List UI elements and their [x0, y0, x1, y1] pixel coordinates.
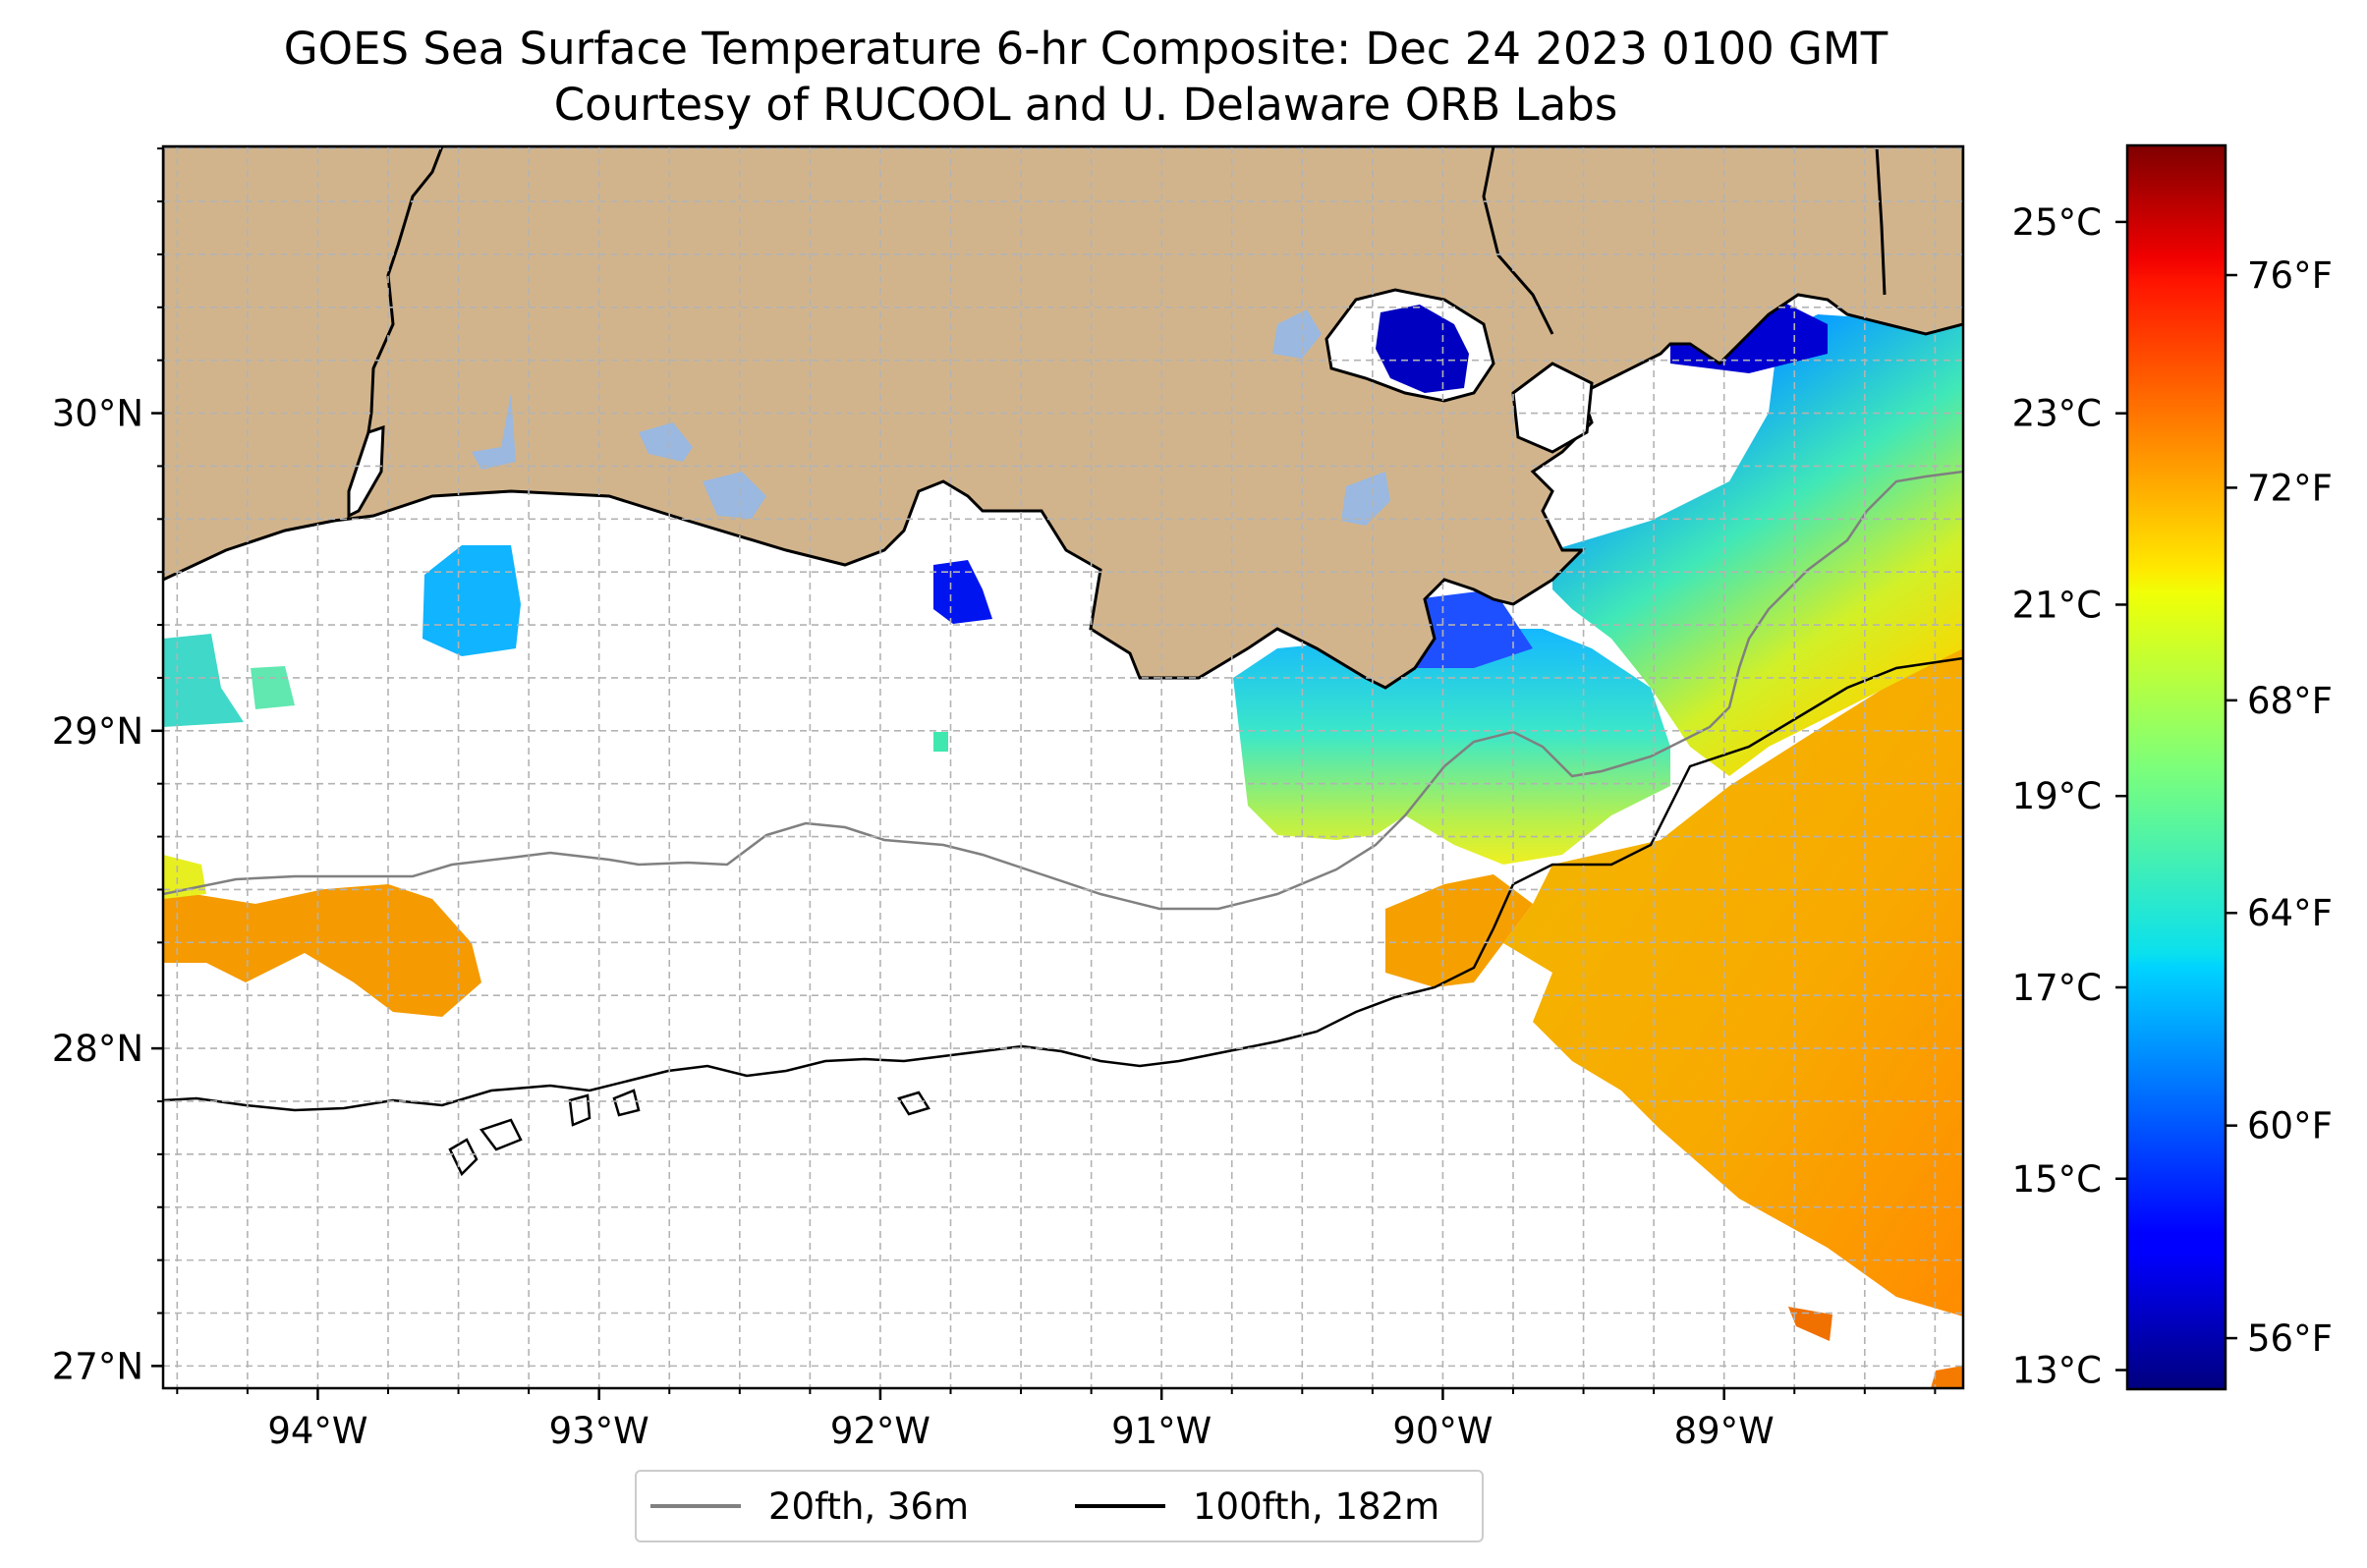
- lake-inland-5: [1341, 472, 1390, 526]
- gridlines: [163, 146, 1963, 1388]
- isobath-20fth: [163, 470, 1963, 911]
- lon-tick-label: 89°W: [1674, 1410, 1775, 1452]
- legend-label-20fth: 20fth, 36m: [768, 1484, 970, 1528]
- lat-tick-label: 27°N: [52, 1345, 143, 1387]
- state-border-ms-al: [1875, 146, 1887, 296]
- sst-patch-barataria: [1415, 589, 1533, 668]
- lake-inland-1: [472, 393, 516, 470]
- fahrenheit-tick-label: 68°F: [2247, 680, 2333, 722]
- celsius-tick-label: 15°C: [2012, 1158, 2102, 1201]
- lake-borgne-water: [1511, 362, 1594, 454]
- lake-inland-2: [639, 422, 693, 462]
- map-panel: [163, 146, 1963, 1388]
- lat-tick-label: 30°N: [52, 393, 143, 435]
- state-border-east: [1482, 146, 1554, 335]
- legend-line-gray: [650, 1504, 741, 1508]
- sst-patch-vermilion: [933, 560, 992, 624]
- shelf-feature-4: [612, 1089, 641, 1117]
- lake-inland-3: [703, 472, 766, 519]
- sst-patch-southwest-orange: [163, 884, 481, 1017]
- sst-patch-coastal: [1233, 629, 1670, 865]
- lon-tick-label: 91°W: [1111, 1410, 1212, 1452]
- sst-patch-west-cyan: [423, 545, 521, 656]
- fahrenheit-tick-label: 60°F: [2247, 1105, 2333, 1148]
- lake-pontchartrain-sst: [1376, 305, 1469, 393]
- sst-patch-delta-orange: [1385, 874, 1533, 987]
- shelf-feature-3: [568, 1093, 592, 1127]
- lon-tick-label: 92°W: [830, 1410, 930, 1452]
- lat-tick-label: 29°N: [52, 710, 143, 753]
- shelf-feature-2: [479, 1118, 523, 1151]
- lon-tick-label: 93°W: [549, 1410, 649, 1452]
- isobath-100fth: [163, 656, 1963, 1112]
- colorbar-ticks: 25°C 23°C 21°C 19°C 17°C 15°C 13°C 76°F 72°F 68°F…: [2012, 201, 2333, 1392]
- sst-patch-southeast: [1503, 639, 1963, 1316]
- sst-patch-west-dot: [251, 666, 295, 709]
- sst-patch-speck: [1788, 1307, 1832, 1341]
- map-axis-ticks: 94°W 93°W 92°W 91°W 90°W 89°W 30°N 29°N 28°N 27°N: [52, 147, 1937, 1452]
- map-frame: [161, 144, 1965, 1390]
- isobath-legend: 20fth, 36m 100fth, 182m: [635, 1470, 1484, 1542]
- state-border-west: [366, 146, 444, 433]
- colorbar-gradient: [2127, 145, 2226, 1389]
- celsius-tick-label: 21°C: [2012, 584, 2102, 626]
- fahrenheit-tick-label: 72°F: [2247, 467, 2333, 509]
- legend-line-black: [1075, 1504, 1165, 1508]
- celsius-tick-label: 25°C: [2012, 201, 2102, 244]
- legend-item-20fth: 20fth, 36m: [650, 1472, 969, 1540]
- sst-patch-small-cyan: [933, 732, 948, 752]
- fahrenheit-tick-label: 76°F: [2247, 254, 2333, 297]
- sst-patch-east: [1552, 314, 1963, 776]
- celsius-tick-label: 19°C: [2012, 775, 2102, 817]
- celsius-tick-label: 13°C: [2012, 1350, 2102, 1392]
- legend-item-100fth: 100fth, 182m: [1075, 1472, 1439, 1540]
- sst-layer: [163, 295, 1963, 1388]
- lon-tick-label: 90°W: [1392, 1410, 1493, 1452]
- shelf-feature-5: [897, 1091, 930, 1116]
- figure-subtitle: Courtesy of RUCOOL and U. Delaware ORB L…: [553, 79, 1618, 131]
- legend-label-100fth: 100fth, 182m: [1193, 1484, 1440, 1528]
- fahrenheit-tick-label: 56°F: [2247, 1317, 2333, 1360]
- lake-inland-4: [1272, 309, 1322, 359]
- sst-patch-southeast-tip: [1931, 1366, 1963, 1388]
- sst-patch-west-edge: [163, 634, 244, 727]
- fahrenheit-tick-label: 64°F: [2247, 892, 2333, 934]
- figure-title: GOES Sea Surface Temperature 6-hr Compos…: [283, 23, 1888, 75]
- colorbar-frame: [2125, 143, 2227, 1391]
- lon-tick-label: 94°W: [267, 1410, 367, 1452]
- lat-tick-label: 28°N: [52, 1028, 143, 1070]
- celsius-tick-label: 23°C: [2012, 393, 2102, 435]
- celsius-tick-label: 17°C: [2012, 967, 2102, 1009]
